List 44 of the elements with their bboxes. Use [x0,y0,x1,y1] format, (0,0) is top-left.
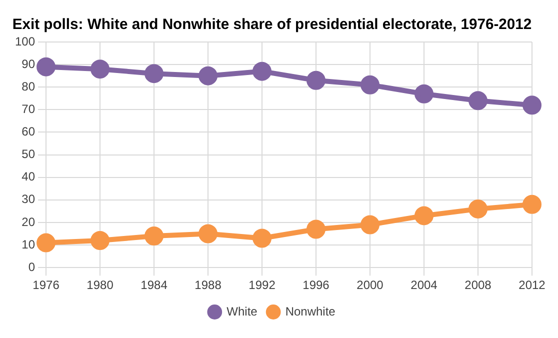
x-tick-label: 2008 [464,278,492,292]
y-tick-label: 90 [22,56,36,71]
x-tick-label: 2000 [356,278,384,292]
y-tick-label: 60 [22,124,36,139]
y-tick-label: 20 [22,214,36,229]
point [36,57,56,76]
point [468,91,488,110]
x-tick-label: 2004 [410,278,438,292]
point [36,233,56,252]
x-tick-label: 1992 [248,278,276,292]
point [360,75,380,94]
point [414,84,434,104]
point [252,62,272,81]
point [252,228,272,248]
y-tick-label: 10 [22,237,36,252]
x-tick-label: 1976 [32,278,60,292]
y-tick-label: 80 [22,79,36,94]
x-tick-label: 1988 [194,278,222,292]
point [468,199,488,218]
point [522,96,542,115]
point [144,226,164,246]
x-tick-label: 1984 [140,278,168,292]
y-tick-label: 0 [28,260,36,274]
y-tick-label: 100 [14,34,36,48]
point [306,220,326,239]
point [306,70,326,90]
point [144,64,164,84]
chart-title: Exit polls: White and Nonwhite share of presidential electorate, 1976-2012 [12,16,532,34]
point [414,206,434,226]
x-tick-label: 1996 [302,278,330,292]
point [198,224,218,244]
point [90,231,110,250]
y-tick-label: 50 [22,147,36,162]
y-tick-label: 30 [22,192,36,206]
y-tick-label: 40 [22,170,36,184]
legend-label: White [226,304,258,318]
point [198,66,218,86]
point [360,215,380,234]
y-tick-label: 70 [22,102,36,116]
x-tick-label: 2012 [518,278,546,292]
x-tick-label: 1980 [86,278,114,292]
legend-label: Nonwhite [285,304,336,318]
point [90,60,110,79]
point [522,194,542,214]
